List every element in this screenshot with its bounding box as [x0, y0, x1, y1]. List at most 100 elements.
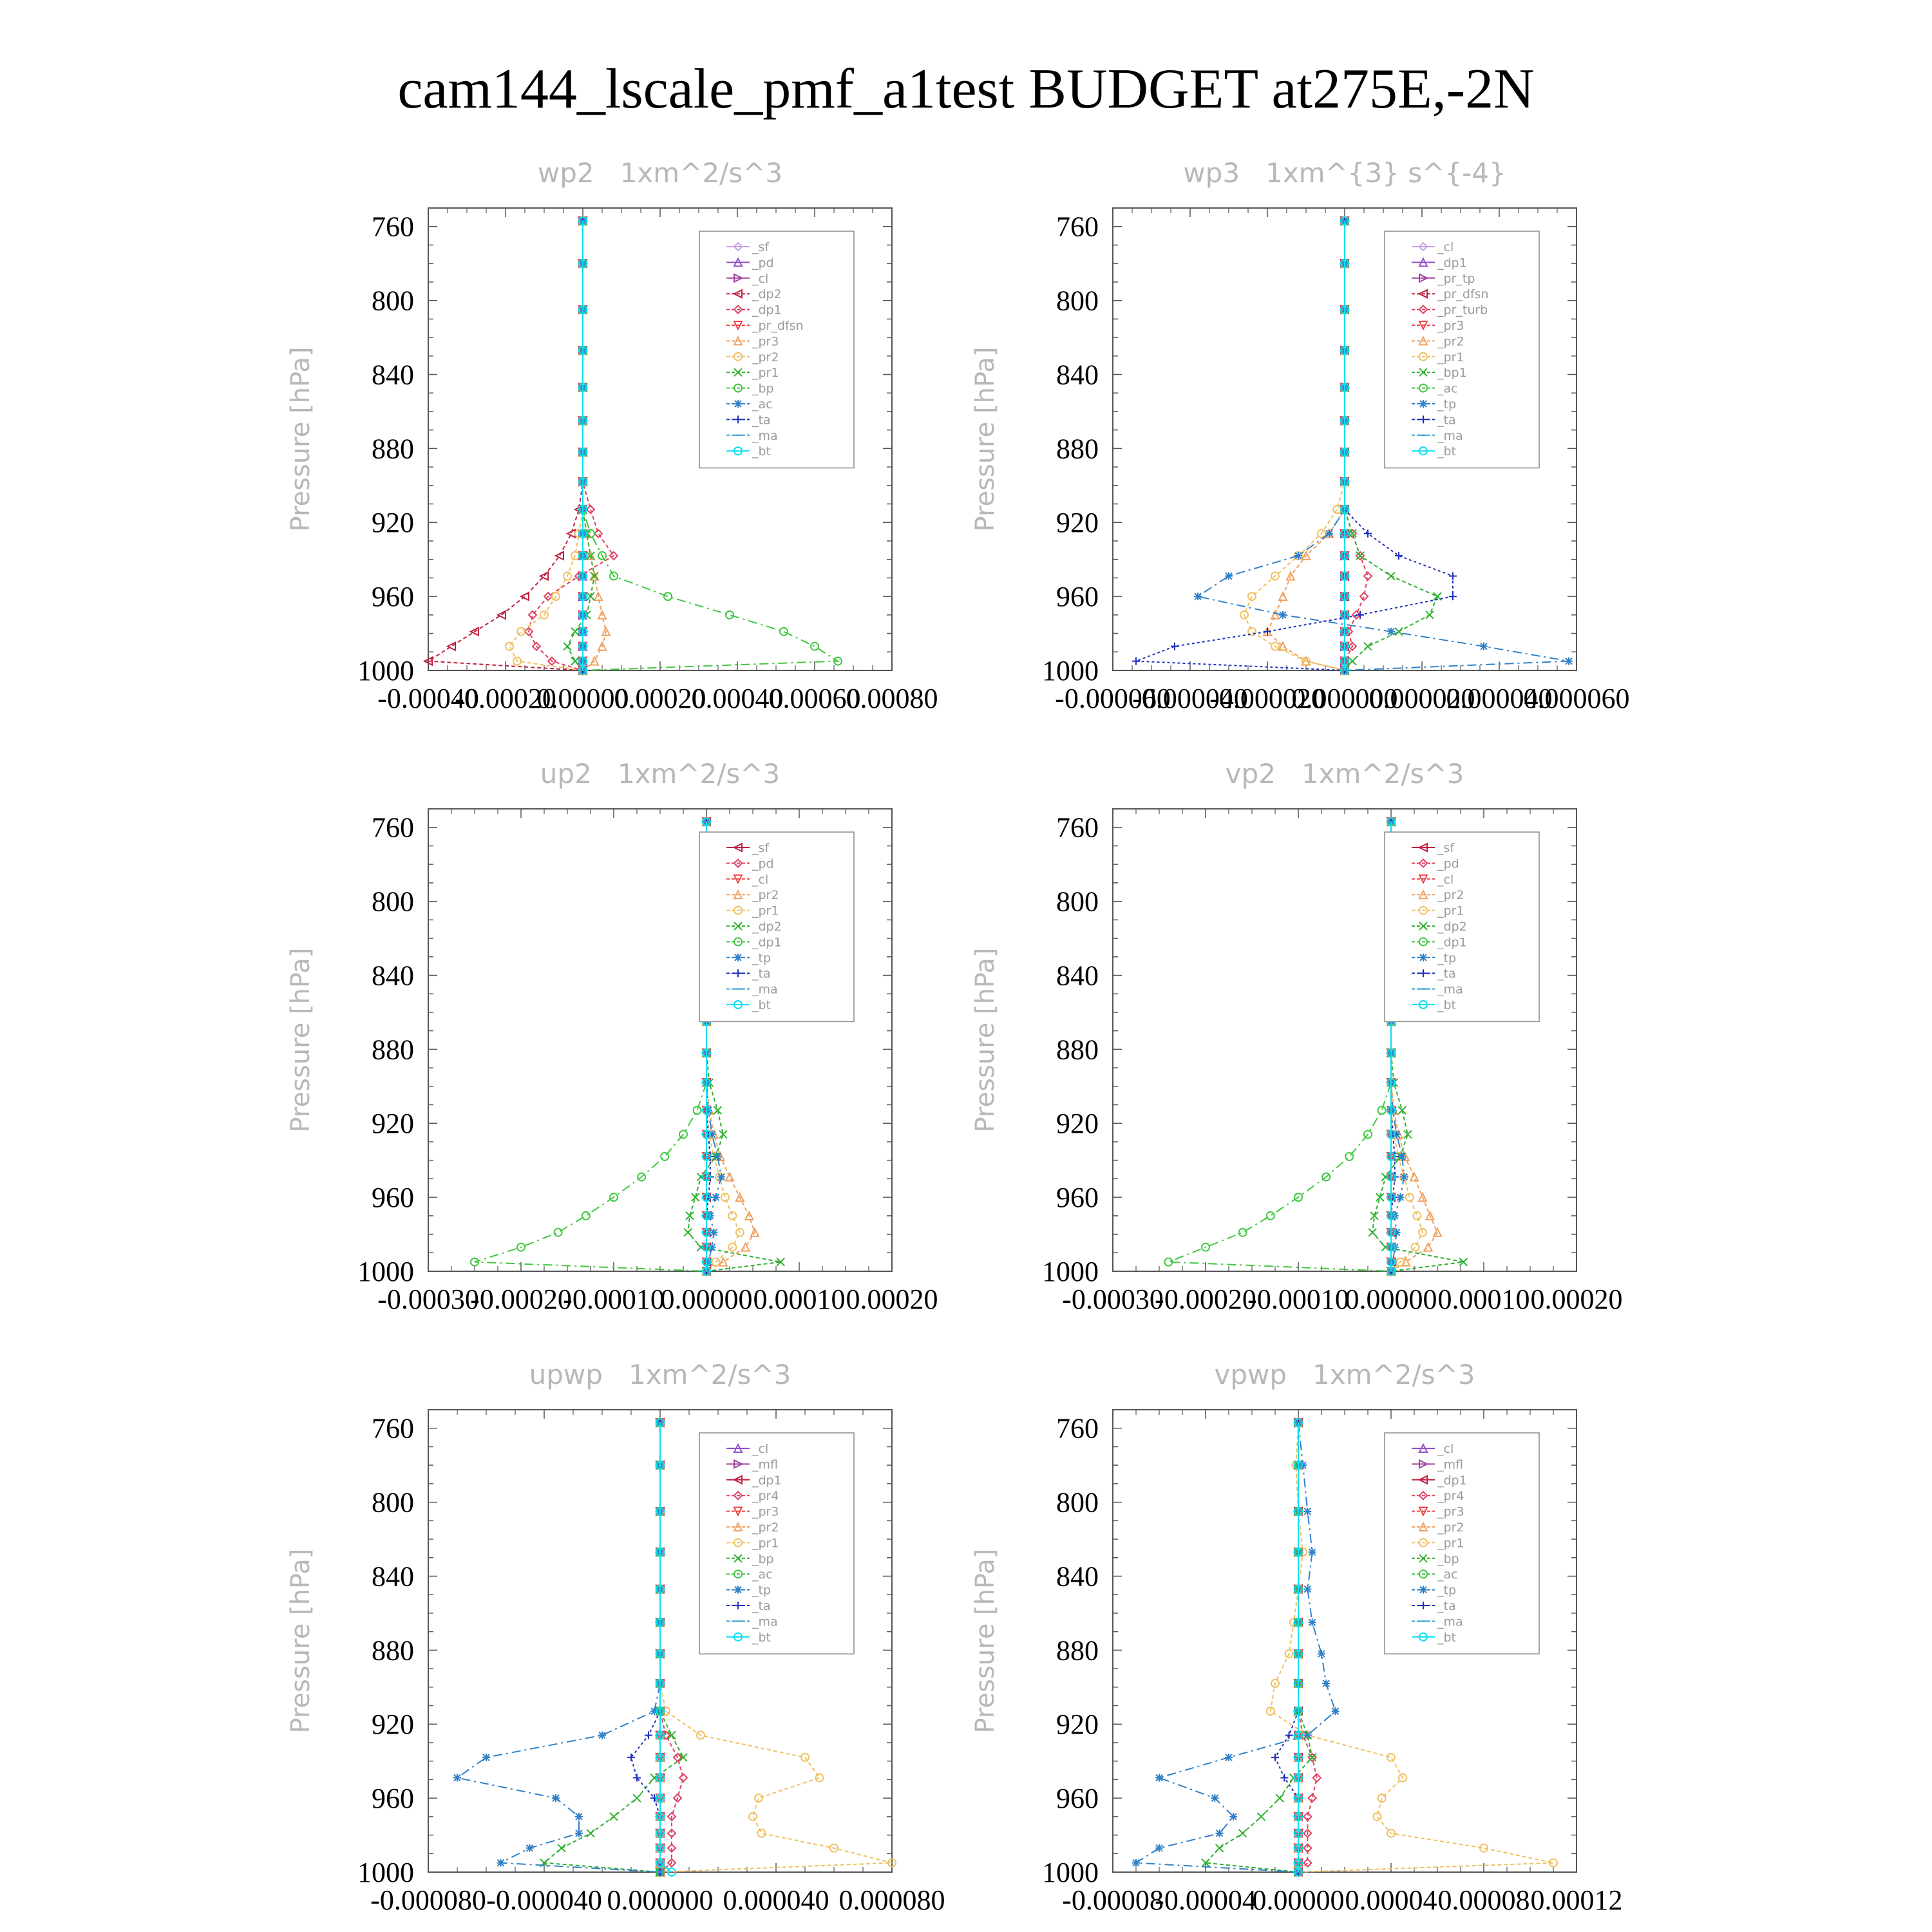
legend-label: _cl: [1437, 873, 1454, 887]
series-point: [1294, 1618, 1303, 1627]
legend-label: _pr2: [1437, 1520, 1464, 1535]
budget-panel-2: wp3 1xm^{3} s^{-4} Pressure [hPa] 760 800 84…: [971, 157, 1630, 714]
series-point: [1351, 610, 1361, 620]
legend-box: [699, 831, 855, 1023]
series-point: [656, 1461, 665, 1470]
legend-marker: [1419, 368, 1428, 377]
series-group: [422, 215, 842, 676]
legend-label: _pr_tp: [1437, 272, 1475, 286]
series-point: [1271, 571, 1280, 581]
y-tick-label: 960: [372, 581, 414, 612]
series-point: [702, 1048, 711, 1058]
series-point: [586, 592, 595, 601]
x-tick-label: 0.000040: [1446, 683, 1553, 714]
y-tick-label: 840: [372, 960, 414, 991]
legend-marker: [734, 905, 743, 915]
series-line-pr2: [508, 221, 583, 671]
x-tick-label: 0.00000: [661, 1283, 753, 1315]
legend-marker: [734, 937, 743, 947]
legend-marker: [1419, 1602, 1427, 1609]
series-point: [1377, 1106, 1387, 1115]
series-point: [1285, 571, 1296, 581]
series-point: [1387, 1752, 1396, 1762]
series-point: [505, 641, 514, 651]
series-point: [1294, 1773, 1303, 1783]
legend-label: _sf: [752, 240, 770, 254]
series-point: [1387, 1211, 1396, 1220]
y-tick-label: 920: [1056, 507, 1099, 538]
series-point: [632, 1794, 641, 1803]
x-tick-label: -0.00010: [1247, 1283, 1349, 1315]
series-point: [656, 1773, 665, 1783]
series-point: [1363, 641, 1372, 651]
legend-marker: [734, 922, 743, 931]
series-point: [526, 1844, 534, 1852]
series-point: [1294, 1584, 1303, 1594]
series-point: [1294, 1649, 1303, 1659]
x-tick-label: 0.00000: [1345, 1283, 1437, 1315]
legend-label: _pr3: [752, 334, 779, 348]
legend-label: _sf: [752, 841, 770, 855]
legend-label: _dp1: [752, 1473, 782, 1488]
series-point: [575, 1829, 583, 1837]
series-line-pr1: [1269, 1423, 1554, 1873]
series-point: [679, 1753, 688, 1762]
y-tick-label: 880: [1056, 433, 1099, 464]
legend-label: _pr_dfsn: [752, 319, 804, 333]
series-point: [702, 1193, 711, 1202]
x-tick-label: 0.00040: [692, 683, 784, 714]
series-point: [667, 1730, 676, 1740]
panel-title: up2 1xm^2/s^3: [540, 758, 780, 790]
legend-label: _dp1: [1437, 935, 1467, 949]
series-point: [1284, 1649, 1294, 1659]
series-point: [1340, 505, 1349, 515]
series-point: [578, 416, 587, 426]
series-point: [667, 1828, 677, 1839]
series-point: [656, 1506, 665, 1516]
series-point: [702, 1227, 711, 1237]
series-point: [667, 1843, 677, 1853]
series-point: [702, 1267, 711, 1276]
legend-marker: [1418, 889, 1428, 900]
panel-title: upwp 1xm^2/s^3: [529, 1359, 791, 1390]
legend-marker: [1419, 905, 1428, 915]
series-point: [1372, 1812, 1382, 1821]
series-point: [1343, 627, 1354, 637]
series-point: [1395, 551, 1403, 560]
series-point: [585, 550, 596, 560]
legend-label: _dp2: [752, 287, 782, 301]
series-point: [702, 1211, 711, 1220]
series-point: [1294, 1679, 1303, 1689]
series-point: [1394, 627, 1403, 636]
series-point: [1308, 1618, 1316, 1627]
series-point: [578, 259, 587, 269]
legend-label: _dp1: [752, 303, 782, 317]
legend-marker: [734, 1459, 744, 1470]
legend-marker: [734, 368, 743, 377]
legend-label: _tp: [752, 951, 771, 965]
series-point: [1398, 1152, 1406, 1160]
legend-label: _ta: [1437, 1599, 1456, 1613]
series-point: [1307, 1753, 1317, 1762]
series-point: [656, 1618, 665, 1627]
series-point: [656, 1584, 665, 1594]
x-tick-label: 0.00010: [1438, 1283, 1530, 1315]
series-point: [1387, 817, 1396, 827]
series-point: [645, 1731, 652, 1739]
budget-panel-6: vpwp 1xm^2/s^3 Pressure [hPa] 760 800 840 880…: [971, 1359, 1623, 1916]
series-line-pr4: [1298, 1423, 1318, 1873]
series-point: [660, 1151, 670, 1161]
series-point: [1312, 1773, 1322, 1783]
series-point: [496, 610, 506, 620]
series-point: [712, 1193, 720, 1202]
x-tick-label: -0.00010: [563, 1283, 665, 1315]
series-point: [1294, 1707, 1303, 1716]
y-axis-label: Pressure [hPa]: [286, 347, 316, 532]
series-line-pr3: [582, 221, 607, 671]
series-point: [656, 1752, 665, 1762]
series-point: [719, 1130, 728, 1139]
series-point: [565, 528, 576, 539]
series-point: [1299, 1461, 1307, 1470]
y-axis-label: Pressure [hPa]: [971, 347, 1000, 532]
